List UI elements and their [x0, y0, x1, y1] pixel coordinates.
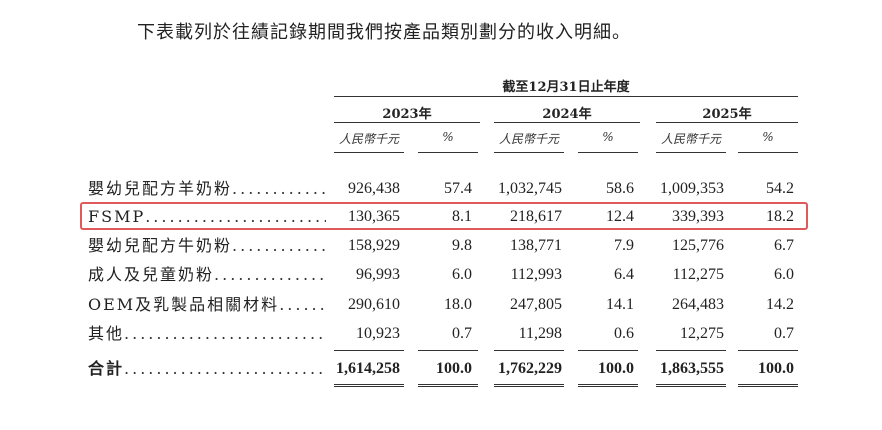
- intro-paragraph: 下表載列於往績記錄期間我們按產品類別劃分的收入明細。: [137, 22, 631, 43]
- unit-amount-2025: 人民幣千元: [660, 132, 721, 146]
- cell-2024-amount: 138,771: [510, 237, 562, 254]
- total-2024-percent: 100.0: [598, 360, 634, 377]
- cell-2025-percent: 6.7: [774, 237, 794, 254]
- table-row: 其他......................................…: [0, 319, 882, 349]
- unit-rule-2024-amount: [494, 152, 564, 153]
- cell-2023-amount: 130,365: [348, 208, 400, 225]
- unit-percent-2025: %: [762, 130, 774, 144]
- total-2025-percent: 100.0: [758, 360, 794, 377]
- total-2025-amount: 1,863,555: [660, 360, 724, 377]
- unit-rule-2024-percent: [578, 152, 638, 153]
- cell-2025-amount: 125,776: [672, 237, 724, 254]
- subtotal-rule-2025-percent: [738, 350, 798, 351]
- cell-2023-amount: 96,993: [356, 266, 400, 283]
- unit-rule-2023-percent: [418, 152, 478, 153]
- cell-2025-amount: 264,483: [672, 296, 724, 313]
- row-highlight-box: [80, 202, 808, 230]
- unit-rule-2023-amount: [334, 152, 404, 153]
- cell-2025-amount: 112,275: [672, 266, 724, 283]
- table-row: FSMP....................................…: [0, 202, 882, 232]
- subtotal-rule-2024-percent: [578, 350, 638, 351]
- cell-2023-percent: 18.0: [444, 296, 472, 313]
- period-header: 截至12月31日止年度: [502, 80, 630, 95]
- cell-2025-amount: 339,393: [672, 208, 724, 225]
- total-double-rule-2024-amount: [494, 384, 564, 387]
- year-header-2024: 2024年: [542, 107, 592, 122]
- total-row: 合計......................................…: [0, 354, 882, 384]
- total-double-rule-2023-percent: [418, 384, 478, 387]
- cell-2023-percent: 0.7: [452, 325, 472, 342]
- cell-2023-amount: 290,610: [348, 296, 400, 313]
- row-label: 嬰幼兒配方羊奶粉................................…: [88, 179, 326, 198]
- unit-rule-2025-percent: [738, 152, 798, 153]
- cell-2025-percent: 14.2: [766, 296, 794, 313]
- year-rule-2024: [494, 122, 640, 123]
- row-label: 嬰幼兒配方牛奶粉................................…: [88, 236, 326, 255]
- cell-2025-percent: 0.7: [774, 325, 794, 342]
- cell-2023-amount: 158,929: [348, 237, 400, 254]
- total-2024-amount: 1,762,229: [498, 360, 562, 377]
- cell-2024-amount: 218,617: [510, 208, 562, 225]
- cell-2024-percent: 0.6: [614, 325, 634, 342]
- cell-2023-percent: 6.0: [452, 266, 472, 283]
- total-double-rule-2025-percent: [738, 384, 798, 387]
- total-2023-percent: 100.0: [436, 360, 472, 377]
- table-row: 嬰幼兒配方羊奶粉................................…: [0, 174, 882, 204]
- subtotal-rule-2023-percent: [418, 350, 478, 351]
- year-rule-2023: [334, 122, 480, 123]
- total-double-rule-2024-percent: [578, 384, 638, 387]
- cell-2024-amount: 112,993: [510, 266, 562, 283]
- total-double-rule-2025-amount: [656, 384, 726, 387]
- year-header-2023: 2023年: [382, 107, 432, 122]
- cell-2024-percent: 6.4: [614, 266, 634, 283]
- unit-amount-2023: 人民幣千元: [338, 132, 399, 146]
- cell-2024-amount: 247,805: [510, 296, 562, 313]
- year-header-2025: 2025年: [702, 107, 752, 122]
- table-row: 嬰幼兒配方牛奶粉................................…: [0, 231, 882, 261]
- row-label: 其他......................................: [88, 324, 326, 343]
- unit-percent-2024: %: [602, 130, 614, 144]
- row-label: FSMP....................................…: [88, 207, 326, 226]
- subtotal-rule-2025-amount: [656, 350, 726, 351]
- cell-2024-percent: 14.1: [606, 296, 634, 313]
- total-2023-amount: 1,614,258: [336, 360, 400, 377]
- unit-percent-2023: %: [442, 130, 454, 144]
- row-label: 成人及兒童奶粉.................................…: [88, 265, 326, 284]
- cell-2025-amount: 12,275: [680, 325, 724, 342]
- table-row: 成人及兒童奶粉.................................…: [0, 260, 882, 290]
- cell-2023-percent: 57.4: [444, 180, 472, 197]
- cell-2023-amount: 10,923: [356, 325, 400, 342]
- period-header-rule: [334, 96, 798, 97]
- unit-amount-2024: 人民幣千元: [498, 132, 559, 146]
- total-label: 合計......................................: [88, 359, 326, 378]
- cell-2023-percent: 9.8: [452, 237, 472, 254]
- subtotal-rule-2024-amount: [494, 350, 564, 351]
- cell-2024-amount: 11,298: [518, 325, 562, 342]
- cell-2023-amount: 926,438: [348, 180, 400, 197]
- table-row: OEM及乳製品相關材料.............................…: [0, 290, 882, 320]
- cell-2024-percent: 58.6: [606, 180, 634, 197]
- cell-2024-percent: 12.4: [606, 208, 634, 225]
- total-double-rule-2023-amount: [334, 384, 404, 387]
- year-rule-2025: [656, 122, 798, 123]
- cell-2025-percent: 6.0: [774, 266, 794, 283]
- cell-2025-percent: 18.2: [766, 208, 794, 225]
- unit-rule-2025-amount: [656, 152, 726, 153]
- cell-2024-percent: 7.9: [614, 237, 634, 254]
- cell-2024-amount: 1,032,745: [498, 180, 562, 197]
- cell-2025-amount: 1,009,353: [660, 180, 724, 197]
- row-label: OEM及乳製品相關材料.............................…: [88, 295, 326, 314]
- subtotal-rule-2023-amount: [334, 350, 404, 351]
- cell-2025-percent: 54.2: [766, 180, 794, 197]
- cell-2023-percent: 8.1: [452, 208, 472, 225]
